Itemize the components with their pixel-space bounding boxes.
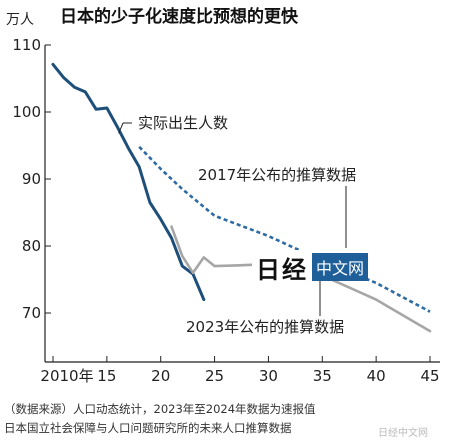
- y-tick-label: 100: [12, 103, 41, 121]
- annotation-leader-actual: [118, 122, 124, 134]
- actual-births-line: [51, 62, 206, 302]
- annotations: 实际出生人数 2017年公布的推算数据 2023年公布的推算数据: [118, 114, 356, 336]
- y-tick-label: 110: [12, 36, 41, 54]
- annotation-projection-2023: 2023年公布的推算数据: [186, 318, 344, 336]
- chart-title: 日本的少子化速度比预想的更快: [60, 6, 299, 27]
- annotation-actual-births: 实际出生人数: [138, 114, 228, 132]
- x-tick-label: 20: [151, 367, 170, 385]
- source-note: （数据来源）人口动态统计，2023年至2024年数据为速报值 日本国立社会保障与…: [4, 400, 450, 438]
- y-tick-label: 80: [22, 237, 41, 255]
- axes: [44, 45, 440, 363]
- series-lines: [51, 62, 432, 333]
- x-tick-label: 30: [259, 367, 278, 385]
- x-tick-label: 25: [205, 367, 224, 385]
- annotation-projection-2017: 2017年公布的推算数据: [198, 166, 356, 184]
- x-tick-label: 40: [367, 367, 386, 385]
- x-tick-label: 15: [97, 367, 116, 385]
- y-tick-label: 90: [22, 170, 41, 188]
- x-tick-label: 2010年: [40, 367, 93, 385]
- y-unit-label: 万人: [6, 12, 34, 28]
- y-tick-label: 70: [22, 304, 41, 322]
- tick-labels: 70 80 90 100 110 2010年 15 20 25 30 35 40 45: [12, 36, 439, 385]
- watermark-box-text: 中文网: [312, 253, 369, 281]
- projection-2023-line: [170, 225, 432, 333]
- corner-watermark: 日经中文网: [378, 428, 428, 439]
- watermark-logo: 日经 中文网: [252, 249, 369, 285]
- y-gridlines: [45, 44, 431, 362]
- source-note-line1: （数据来源）人口动态统计，2023年至2024年数据为速报值: [4, 402, 316, 416]
- source-note-line2: 日本国立社会保障与人口问题研究所的未来人口推算数据: [4, 421, 292, 435]
- x-tick-label: 35: [313, 367, 332, 385]
- x-tick-label: 45: [420, 367, 439, 385]
- watermark-logo-text: 日经: [252, 249, 312, 285]
